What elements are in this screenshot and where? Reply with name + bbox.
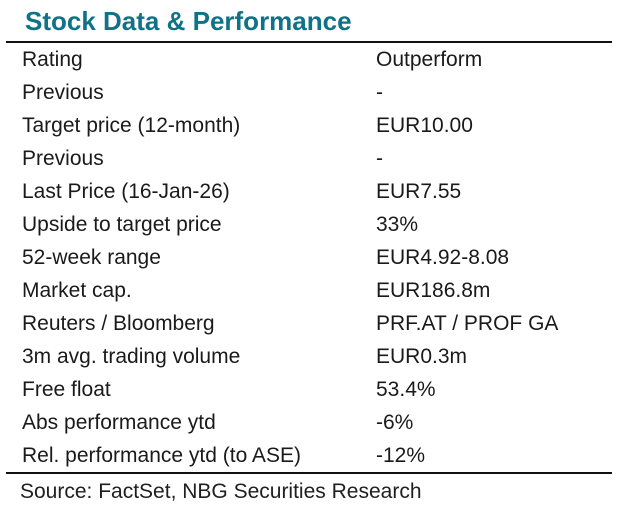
top-rule (6, 41, 612, 43)
table-row: Market cap. EUR186.8m (0, 274, 618, 307)
row-value: -6% (376, 411, 414, 434)
row-label: Upside to target price (22, 213, 222, 236)
table-row: Rel. performance ytd (to ASE) -12% (0, 439, 618, 472)
row-value: - (376, 147, 383, 170)
table-row: Target price (12-month) EUR10.00 (0, 109, 618, 142)
row-value: EUR0.3m (376, 345, 468, 368)
row-label: Previous (22, 81, 104, 104)
table-row: Last Price (16-Jan-26) EUR7.55 (0, 175, 618, 208)
page-title: Stock Data & Performance (25, 6, 352, 36)
row-value: EUR4.92-8.08 (376, 246, 510, 269)
stats-table: Rating Outperform Previous - Target pric… (0, 43, 618, 472)
row-label: 3m avg. trading volume (22, 345, 241, 368)
table-row: Rating Outperform (0, 43, 618, 76)
row-value: 53.4% (376, 378, 436, 401)
row-value: PRF.AT / PROF GA (376, 312, 559, 335)
row-value: EUR186.8m (376, 279, 491, 302)
row-label: Target price (12-month) (22, 114, 241, 137)
table-row: 3m avg. trading volume EUR0.3m (0, 340, 618, 373)
table-row: 52-week range EUR4.92-8.08 (0, 241, 618, 274)
row-value: -12% (376, 444, 426, 467)
row-value: EUR7.55 (376, 180, 462, 203)
row-value: 33% (376, 213, 419, 236)
table-row: Free float 53.4% (0, 373, 618, 406)
table-row: Reuters / Bloomberg PRF.AT / PROF GA (0, 307, 618, 340)
source-note: Source: FactSet, NBG Securities Research (20, 480, 422, 503)
row-label: Last Price (16-Jan-26) (22, 180, 230, 203)
row-label: Reuters / Bloomberg (22, 312, 215, 335)
table-row: Previous - (0, 76, 618, 109)
row-label: Rel. performance ytd (to ASE) (22, 444, 301, 467)
row-label: Previous (22, 147, 104, 170)
row-label: Rating (22, 48, 83, 71)
table-row: Upside to target price 33% (0, 208, 618, 241)
bottom-rule (6, 472, 612, 474)
row-value: EUR10.00 (376, 114, 473, 137)
row-label: Free float (22, 378, 111, 401)
row-label: 52-week range (22, 246, 161, 269)
row-label: Market cap. (22, 279, 132, 302)
row-value: Outperform (376, 48, 483, 71)
table-row: Previous - (0, 142, 618, 175)
table-row: Abs performance ytd -6% (0, 406, 618, 439)
row-label: Abs performance ytd (22, 411, 216, 434)
row-value: - (376, 81, 383, 104)
